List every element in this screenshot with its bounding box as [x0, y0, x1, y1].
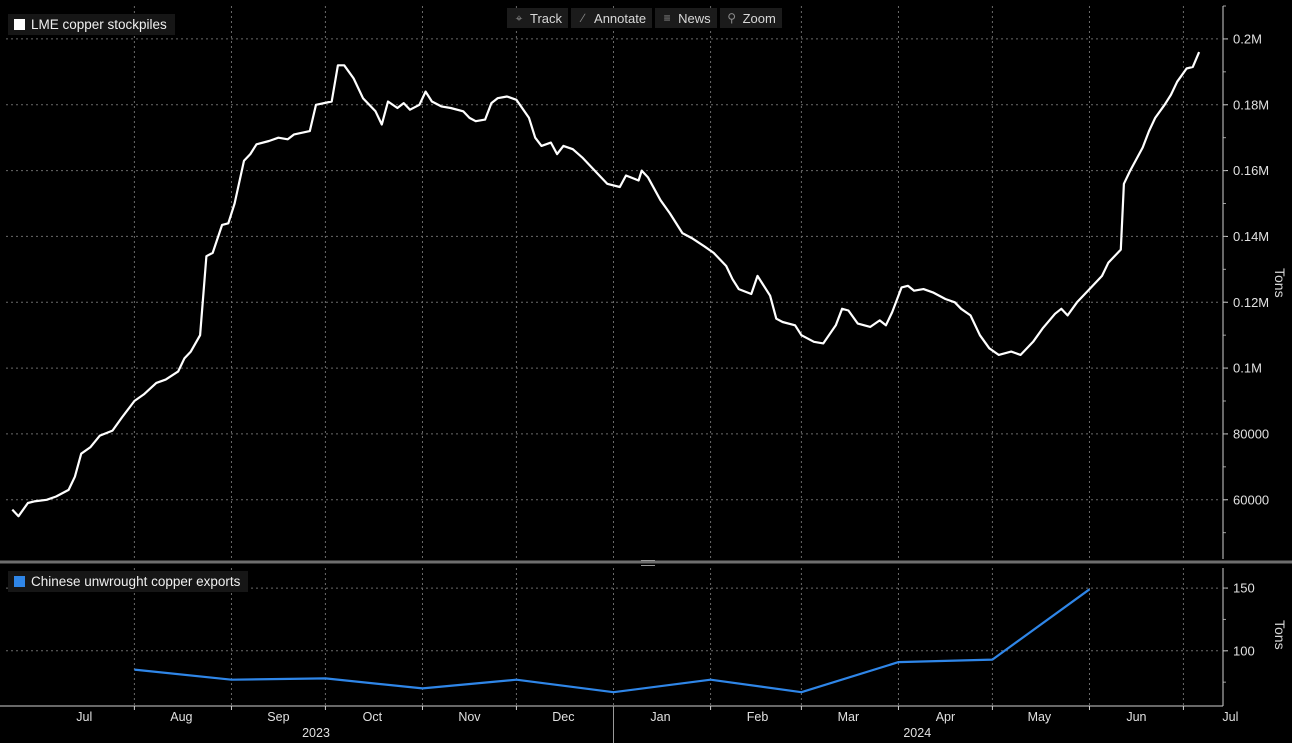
- annotate-button[interactable]: ∕ Annotate: [571, 8, 653, 28]
- y-tick-label: 0.1M: [1233, 361, 1262, 376]
- y-axis-unit-label: Tons: [1272, 268, 1288, 298]
- lme-stockpiles-line: [11, 51, 1201, 518]
- y-tick-label: 100: [1233, 643, 1255, 658]
- legend-label: Chinese unwrought copper exports: [31, 574, 241, 589]
- legend-chinese-exports[interactable]: Chinese unwrought copper exports: [8, 571, 249, 592]
- x-year-label: 2024: [903, 726, 931, 740]
- legend-label: LME copper stockpiles: [31, 17, 167, 32]
- x-month-label: Apr: [936, 710, 955, 724]
- pencil-icon: ∕: [582, 11, 585, 25]
- y-tick-label: 60000: [1233, 492, 1269, 507]
- x-month-label: Mar: [838, 710, 860, 724]
- x-month-label: Jan: [650, 710, 670, 724]
- legend-lme-stockpiles[interactable]: LME copper stockpiles: [8, 14, 175, 35]
- zoom-label: Zoom: [742, 10, 776, 26]
- x-month-label: Jul: [1222, 710, 1238, 724]
- track-label: Track: [530, 10, 563, 26]
- y-axis-unit-label: Tons: [1272, 620, 1288, 650]
- x-month-label: Jun: [1126, 710, 1146, 724]
- legend-swatch: [14, 576, 25, 587]
- x-month-label: Aug: [170, 710, 192, 724]
- zoom-button[interactable]: ⚲ Zoom: [719, 8, 782, 28]
- y-tick-label: 0.18M: [1233, 97, 1269, 112]
- x-month-label: May: [1028, 710, 1052, 724]
- y-tick-label: 150: [1233, 581, 1255, 596]
- x-month-label: Jul: [76, 710, 92, 724]
- y-tick-label: 80000: [1233, 426, 1269, 441]
- x-year-label: 2023: [302, 726, 330, 740]
- x-month-label: Oct: [363, 710, 383, 724]
- legend-swatch: [14, 19, 25, 30]
- y-tick-label: 0.2M: [1233, 31, 1262, 46]
- magnifier-icon: ⚲: [727, 11, 736, 25]
- y-tick-label: 0.16M: [1233, 163, 1269, 178]
- x-month-label: Nov: [458, 710, 481, 724]
- pane-resize-handle[interactable]: [641, 560, 655, 566]
- news-icon: ≡: [663, 11, 671, 25]
- crosshair-icon: ⌖: [515, 10, 523, 25]
- x-month-label: Dec: [552, 710, 574, 724]
- y-tick-label: 0.12M: [1233, 295, 1269, 310]
- chart-toolbar: ⌖ Track ∕ Annotate ≡ News ⚲ Zoom: [507, 8, 782, 28]
- annotate-label: Annotate: [594, 10, 647, 26]
- y-tick-label: 0.14M: [1233, 229, 1269, 244]
- x-month-label: Sep: [267, 710, 289, 724]
- x-month-label: Feb: [747, 710, 769, 724]
- news-button[interactable]: ≡ News: [655, 8, 717, 28]
- china-exports-line: [134, 588, 1091, 694]
- track-button[interactable]: ⌖ Track: [507, 8, 569, 28]
- news-label: News: [678, 10, 711, 26]
